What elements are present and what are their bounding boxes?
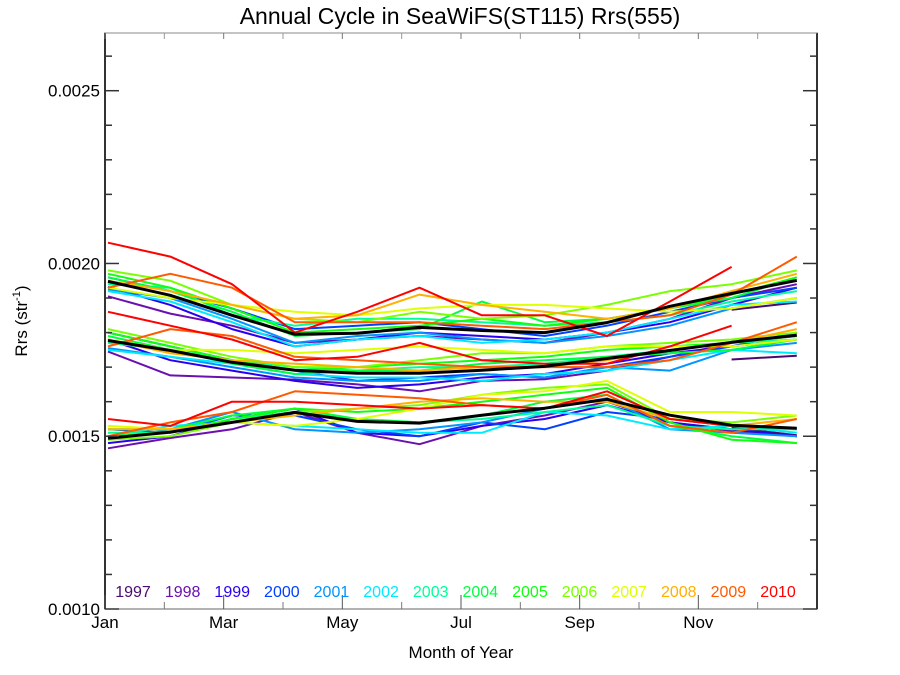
x-tick-label: May	[326, 613, 359, 632]
x-tick-label: Mar	[209, 613, 239, 632]
y-tick-label: 0.0020	[48, 254, 100, 273]
series-line-1998-band-1	[107, 283, 798, 344]
series-line-1999-band-1	[107, 286, 798, 348]
legend-entry-2003: 2003	[413, 584, 449, 601]
legend-entry-1997: 1997	[115, 584, 151, 601]
x-tick-label: Jul	[450, 613, 472, 632]
ticks: Jan Mar May Jul Sep Nov 0.0010 0.0015 0.0020 0.00…	[48, 33, 817, 632]
y-axis-label: Rrs (str-1)	[11, 285, 31, 356]
y-tick-label: 0.0025	[48, 82, 100, 101]
series-line-2010-band-1	[107, 241, 733, 337]
x-tick-label: Jan	[91, 613, 118, 632]
legend-entry-2000: 2000	[264, 584, 300, 601]
plot-area	[107, 241, 798, 450]
legend-entry-2006: 2006	[562, 584, 598, 601]
mean-line-band-3	[107, 397, 797, 440]
series-line-2002-band-1	[107, 290, 797, 348]
series-line-2002-band-2	[107, 348, 797, 382]
series-line-2009-band-2	[107, 321, 798, 369]
y-tick-label: 0.0015	[48, 427, 100, 446]
y-axis-label-main: Rrs (str	[12, 301, 31, 357]
legend-entry-2007: 2007	[611, 584, 647, 601]
y-axis-label-suffix: )	[12, 285, 31, 291]
legend-entry-2009: 2009	[711, 584, 747, 601]
series-line-2009-band-3	[107, 390, 798, 438]
legend-entry-2004: 2004	[463, 584, 499, 601]
legend-entry-2010: 2010	[760, 584, 796, 601]
legend: 1997 1998 1999 2000 2001 2002 2003 2004 2005 2006…	[115, 584, 796, 601]
series-line-2010-band-3	[107, 390, 732, 427]
x-tick-label: Nov	[683, 613, 714, 632]
legend-entry-2008: 2008	[661, 584, 697, 601]
series-line-1997-band-2	[731, 354, 797, 361]
legend-entry-2005: 2005	[512, 584, 548, 601]
chart-title: Annual Cycle in SeaWiFS(ST115) Rrs(555)	[240, 3, 681, 29]
series-line-2006-band-1	[107, 269, 798, 324]
series-line-2001-band-1	[107, 288, 797, 344]
x-axis-label: Month of Year	[409, 643, 514, 662]
series-line-2001-band-2	[107, 341, 797, 382]
y-axis-label-superscript: -1	[11, 291, 23, 301]
legend-entry-2001: 2001	[314, 584, 350, 601]
series-line-2010-band-2	[107, 310, 732, 365]
series-line-1997-band-1	[731, 301, 797, 311]
mean-line-band-1	[107, 278, 798, 336]
series-line-2005-band-3	[107, 386, 797, 445]
x-tick-label: Sep	[565, 613, 595, 632]
y-tick-label: 0.0010	[48, 600, 100, 619]
legend-entry-1998: 1998	[165, 584, 201, 601]
legend-entry-2002: 2002	[363, 584, 399, 601]
mean-line-band-2	[107, 333, 797, 375]
legend-entry-1999: 1999	[214, 584, 250, 601]
series-line-2001-band-3	[107, 397, 797, 441]
series-line-2007-band-2	[107, 338, 797, 355]
series-line-2009-band-1	[107, 255, 798, 331]
